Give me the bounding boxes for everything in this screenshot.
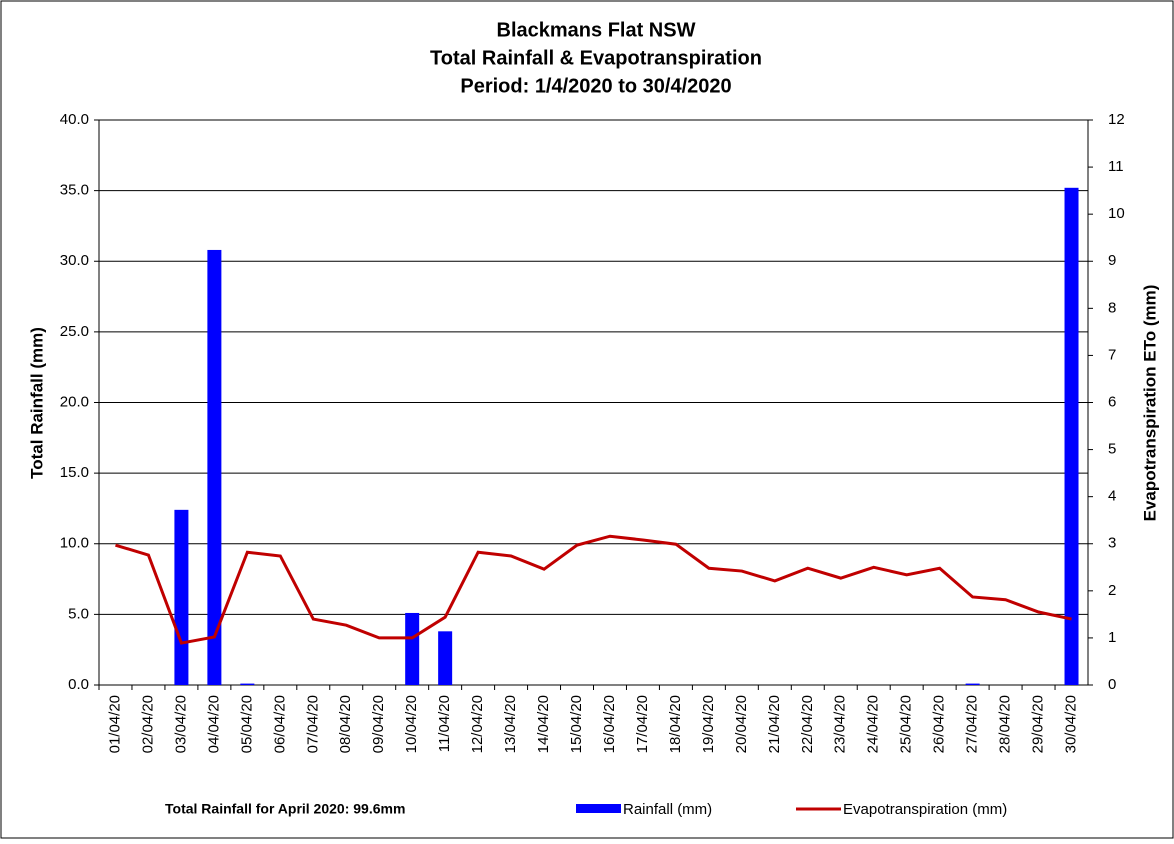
x-tick-label: 09/04/20 xyxy=(370,695,387,753)
x-tick-label: 20/04/20 xyxy=(733,695,750,753)
x-tick-label: 17/04/20 xyxy=(634,695,651,753)
legend-label: Evapotranspiration (mm) xyxy=(843,801,1007,818)
x-tick-label: 10/04/20 xyxy=(403,695,420,753)
y-tick-label: 40.0 xyxy=(60,111,89,128)
x-tick-label: 29/04/20 xyxy=(1030,695,1047,753)
x-tick-label: 12/04/20 xyxy=(469,695,486,753)
x-tick-label: 30/04/20 xyxy=(1062,695,1079,753)
y2-tick-label: 3 xyxy=(1108,535,1116,552)
x-tick-label: 24/04/20 xyxy=(865,695,882,753)
x-tick-label: 27/04/20 xyxy=(964,695,981,753)
bar xyxy=(1064,187,1079,686)
y2-tick-label: 6 xyxy=(1108,393,1116,410)
y-tick-label: 35.0 xyxy=(60,182,89,199)
x-tick-label: 19/04/20 xyxy=(700,695,717,753)
y2-tick-label: 11 xyxy=(1108,158,1124,175)
x-tick-label: 28/04/20 xyxy=(997,695,1014,753)
y2-axis-label: Evapotranspiration ETo (mm) xyxy=(1140,285,1159,522)
legend-label: Rainfall (mm) xyxy=(623,801,712,818)
annotation: Total Rainfall for April 2020: 99.6mm xyxy=(165,801,405,817)
y-tick-label: 20.0 xyxy=(60,393,89,410)
y-tick-label: 0.0 xyxy=(68,676,89,693)
y2-tick-label: 4 xyxy=(1108,488,1116,505)
y-tick-label: 15.0 xyxy=(60,464,89,481)
x-tick-label: 11/04/20 xyxy=(436,695,453,752)
x-tick-label: 14/04/20 xyxy=(535,695,552,753)
x-tick-label: 02/04/20 xyxy=(139,695,156,753)
x-tick-label: 04/04/20 xyxy=(205,695,222,753)
x-tick-label: 05/04/20 xyxy=(238,695,255,753)
x-tick-label: 08/04/20 xyxy=(337,695,354,753)
bar xyxy=(405,612,420,685)
y-tick-label: 25.0 xyxy=(60,323,89,340)
bar xyxy=(438,631,453,685)
line xyxy=(115,534,1072,645)
y-tick-label: 5.0 xyxy=(68,605,89,622)
y2-tick-label: 2 xyxy=(1108,582,1116,599)
y2-tick-label: 9 xyxy=(1108,252,1116,269)
x-tick-label: 23/04/20 xyxy=(832,695,849,753)
chart-title: Total Rainfall & Evapotranspiration xyxy=(430,47,762,69)
legend-swatch xyxy=(576,804,621,813)
y2-tick-label: 0 xyxy=(1108,676,1116,693)
x-tick-label: 26/04/20 xyxy=(931,695,948,753)
y2-tick-label: 10 xyxy=(1108,205,1125,222)
bar xyxy=(965,683,980,685)
y2-tick-label: 12 xyxy=(1108,111,1125,128)
x-tick-label: 03/04/20 xyxy=(172,695,189,753)
x-tick-label: 15/04/20 xyxy=(568,695,585,753)
chart-title: Period: 1/4/2020 to 30/4/2020 xyxy=(460,75,731,97)
x-tick-label: 06/04/20 xyxy=(271,695,288,753)
x-tick-label: 16/04/20 xyxy=(601,695,618,753)
x-tick-label: 07/04/20 xyxy=(304,695,321,753)
y2-tick-label: 8 xyxy=(1108,299,1116,316)
y-axis-label: Total Rainfall (mm) xyxy=(27,327,46,479)
y2-tick-label: 7 xyxy=(1108,346,1116,363)
y2-tick-label: 1 xyxy=(1108,629,1116,646)
x-tick-label: 22/04/20 xyxy=(799,695,816,753)
x-tick-label: 13/04/20 xyxy=(502,695,519,753)
bar xyxy=(207,249,222,685)
x-tick-label: 21/04/20 xyxy=(766,695,783,753)
y-tick-label: 30.0 xyxy=(60,252,89,269)
x-tick-label: 18/04/20 xyxy=(667,695,684,753)
bar xyxy=(240,683,255,685)
bar xyxy=(174,509,189,685)
x-tick-label: 25/04/20 xyxy=(898,695,915,753)
y2-tick-label: 5 xyxy=(1108,441,1116,458)
chart-title: Blackmans Flat NSW xyxy=(497,19,696,41)
y-tick-label: 10.0 xyxy=(60,535,89,552)
x-tick-label: 01/04/20 xyxy=(106,695,123,753)
